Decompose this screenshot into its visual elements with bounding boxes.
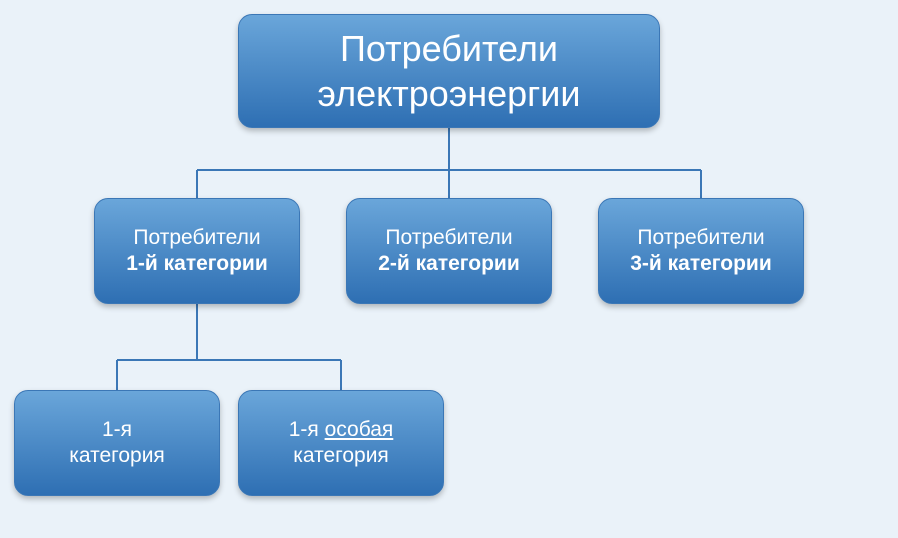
node-sub1b-line2: категория bbox=[245, 443, 437, 469]
node-root-line2: электроэнергии bbox=[245, 71, 653, 116]
node-sub1b-prefix: 1-я bbox=[289, 418, 319, 441]
node-cat3-prefix: 3-й bbox=[630, 252, 662, 275]
node-sub1b: 1-я особая категория bbox=[238, 390, 444, 496]
node-cat2-suffix: категории bbox=[416, 252, 520, 275]
node-sub1a-line2: категория bbox=[21, 443, 213, 469]
node-cat1-line1: Потребители bbox=[101, 225, 293, 251]
node-cat1-prefix: 1-й bbox=[126, 252, 158, 275]
node-sub1b-mid: особая bbox=[325, 418, 394, 441]
node-cat3-line1: Потребители bbox=[605, 225, 797, 251]
node-cat3: Потребители 3-й категории bbox=[598, 198, 804, 304]
node-sub1a-line1: 1-я bbox=[21, 417, 213, 443]
node-cat2-line1: Потребители bbox=[353, 225, 545, 251]
node-cat2: Потребители 2-й категории bbox=[346, 198, 552, 304]
node-sub1a: 1-я категория bbox=[14, 390, 220, 496]
node-cat3-suffix: категории bbox=[668, 252, 772, 275]
node-cat1: Потребители 1-й категории bbox=[94, 198, 300, 304]
node-root: Потребители электроэнергии bbox=[238, 14, 660, 128]
diagram-stage: Потребители электроэнергии Потребители 1… bbox=[0, 0, 898, 538]
node-cat2-prefix: 2-й bbox=[378, 252, 410, 275]
node-cat1-suffix: категории bbox=[164, 252, 268, 275]
node-root-line1: Потребители bbox=[245, 26, 653, 71]
